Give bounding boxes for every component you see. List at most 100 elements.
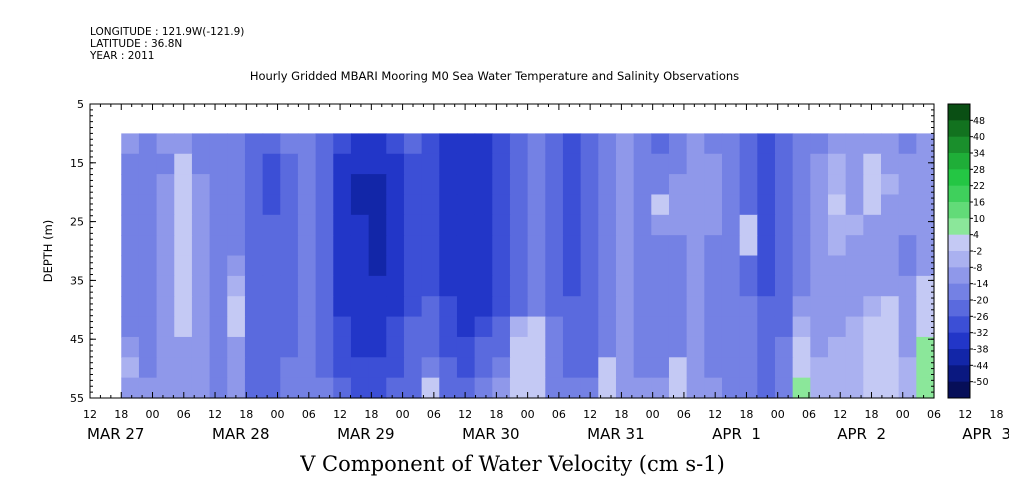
heatmap-cell	[845, 235, 864, 257]
heatmap-cell	[509, 336, 529, 358]
heatmap-cell	[810, 255, 829, 277]
heatmap-cell	[881, 214, 900, 236]
heatmap-chart: 5 15 25 35 45 55 12 18 00 06 12 18 00 06 12 18 00 06 12 18…	[41, 98, 1009, 443]
heatmap-cell	[121, 316, 140, 338]
heatmap-cell	[244, 194, 264, 216]
heatmap-cell	[668, 377, 688, 399]
heatmap-cell	[863, 336, 882, 358]
x-axis: 12 18 00 06 12 18 00 06 12 18 00 06 12 18 00 06 12 18 00 06…	[83, 104, 1009, 443]
heatmap-cell	[138, 194, 158, 216]
heatmap-cell	[227, 275, 246, 297]
heatmap-cell	[386, 377, 405, 399]
x-hour-label: 06	[802, 408, 816, 421]
x-hour-label: 18	[864, 408, 878, 421]
heatmap-cell	[474, 357, 493, 379]
heatmap-cell	[280, 194, 299, 216]
heatmap-cell	[315, 194, 334, 216]
heatmap-cell	[474, 296, 493, 318]
heatmap-cell	[580, 174, 599, 196]
heatmap-cell	[227, 194, 246, 216]
heatmap-cell	[633, 153, 652, 175]
heatmap-cell	[386, 316, 405, 338]
heatmap-cell	[916, 235, 935, 257]
heatmap-cell	[350, 174, 370, 196]
colorbar-swatch	[948, 202, 970, 219]
heatmap-cell	[138, 296, 158, 318]
colorbar-label: 10	[973, 214, 985, 225]
heatmap-cell	[333, 316, 352, 338]
heatmap-cell	[845, 296, 864, 318]
heatmap-cell	[174, 174, 193, 196]
heatmap-cell	[386, 357, 405, 379]
heatmap-cell	[651, 316, 670, 338]
heatmap-cell	[721, 235, 741, 257]
x-hour-label: 12	[208, 408, 222, 421]
heatmap-cell	[280, 377, 299, 399]
heatmap-cell	[704, 133, 723, 155]
heatmap-cell	[262, 133, 281, 155]
heatmap-cell	[474, 235, 493, 257]
heatmap-cell	[598, 357, 617, 379]
heatmap-cell	[527, 336, 546, 358]
heatmap-cell	[156, 174, 175, 196]
heatmap-cell	[280, 174, 299, 196]
heatmap-cell	[792, 174, 811, 196]
x-hour-label: 18	[114, 408, 128, 421]
heatmap-cell	[668, 255, 688, 277]
x-hour-label: 00	[271, 408, 285, 421]
heatmap-cell	[386, 296, 405, 318]
heatmap-cell	[704, 214, 723, 236]
heatmap-cell	[668, 153, 688, 175]
heatmap-cell	[333, 133, 352, 155]
heatmap-cell	[209, 194, 228, 216]
heatmap-cell	[156, 194, 175, 216]
heatmap-cell	[333, 214, 352, 236]
heatmap-cell	[509, 214, 529, 236]
heatmap-cell	[916, 357, 935, 379]
heatmap-cell	[421, 153, 440, 175]
heatmap-cell	[562, 174, 582, 196]
heatmap-cell	[598, 275, 617, 297]
heatmap-cell	[827, 296, 847, 318]
heatmap-cell	[686, 174, 705, 196]
heatmap-cell	[686, 153, 705, 175]
heatmap-cell	[633, 336, 652, 358]
heatmap-cell	[739, 133, 758, 155]
heatmap-cell	[774, 377, 794, 399]
heatmap-cell	[562, 336, 582, 358]
heatmap-cell	[244, 255, 264, 277]
heatmap-cell	[191, 255, 211, 277]
y-axis-label: DEPTH (m)	[41, 220, 55, 283]
heatmap-cell	[545, 174, 564, 196]
heatmap-cell	[686, 377, 705, 399]
x-hour-label: 00	[896, 408, 910, 421]
heatmap-cell	[244, 336, 264, 358]
heatmap-cell	[792, 336, 811, 358]
heatmap-cell	[757, 316, 776, 338]
heatmap-cell	[421, 275, 440, 297]
heatmap-cell	[297, 357, 317, 379]
heatmap-cell	[615, 194, 635, 216]
heatmap-cell	[792, 153, 811, 175]
heatmap-cell	[845, 275, 864, 297]
heatmap-cell	[739, 214, 758, 236]
heatmap-cell	[209, 214, 228, 236]
heatmap-cell	[810, 153, 829, 175]
heatmap-cell	[704, 316, 723, 338]
heatmap-cell	[562, 275, 582, 297]
x-hour-label: 12	[83, 408, 97, 421]
heatmap-cell	[492, 336, 511, 358]
heatmap-cell	[350, 153, 370, 175]
heatmap-cell	[916, 194, 935, 216]
heatmap-cell	[845, 214, 864, 236]
heatmap-cell	[368, 153, 387, 175]
heatmap-cell	[244, 316, 264, 338]
heatmap-cell	[916, 255, 935, 277]
heatmap-cell	[262, 235, 281, 257]
heatmap-cell	[881, 255, 900, 277]
heatmap-cell	[845, 357, 864, 379]
heatmap-cell	[297, 133, 317, 155]
heatmap-cell	[668, 336, 688, 358]
heatmap-cell	[421, 316, 440, 338]
colorbar-label: -32	[973, 328, 989, 339]
